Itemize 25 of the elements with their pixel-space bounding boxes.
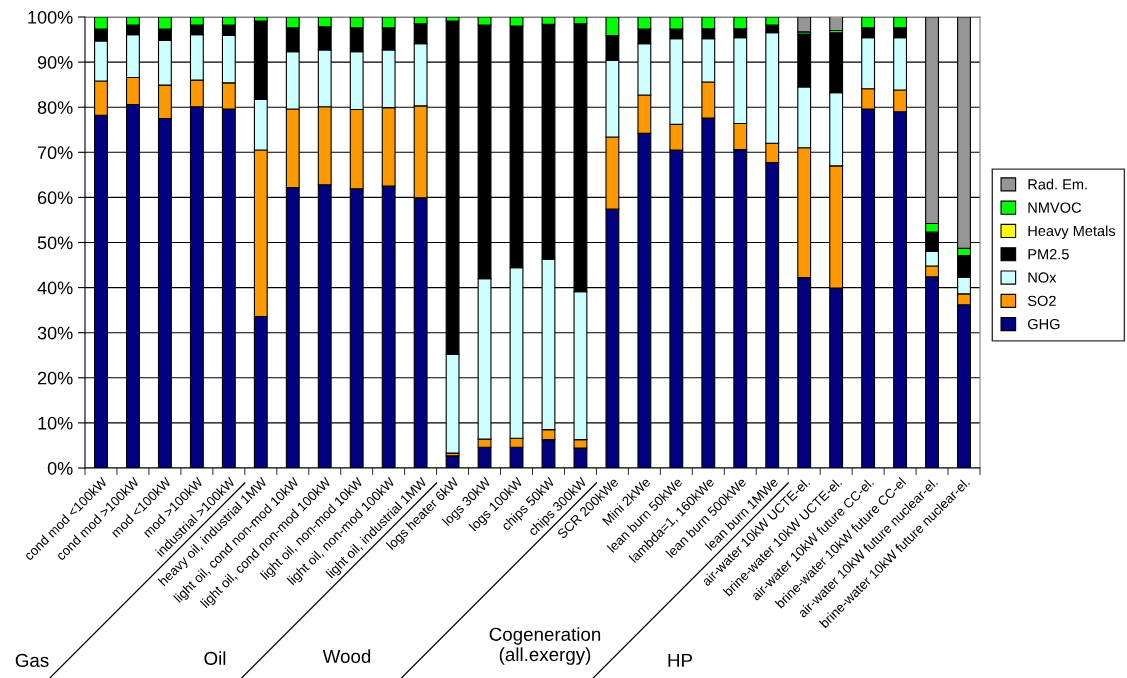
text: Cogeneration (all.exergy) xyxy=(489,627,601,665)
bar xyxy=(829,17,844,32)
legend-label: Heavy Metals xyxy=(1028,225,1116,239)
text: HP xyxy=(668,653,693,667)
y-tick-label: 10% xyxy=(38,416,73,430)
text: Oil xyxy=(204,651,226,666)
y-tick-label: 20% xyxy=(37,371,73,385)
y-tick-label: 90% xyxy=(37,56,73,69)
text: Gas xyxy=(15,653,49,668)
y-tick-label: 40% xyxy=(37,281,73,295)
y-tick-label: 0% xyxy=(47,461,73,475)
y-tick-label: 50% xyxy=(37,236,73,250)
legend-label: SO2 xyxy=(1027,295,1056,306)
bar xyxy=(797,17,812,33)
legend-label: PM2.5 xyxy=(1028,249,1069,260)
legend-label: NOx xyxy=(1028,272,1057,283)
text: Wood xyxy=(322,649,371,664)
legend-label: NMVOC xyxy=(1028,202,1082,213)
y-tick-label: 60% xyxy=(37,191,73,205)
legend-label: GHG xyxy=(1028,318,1060,330)
y-tick-label: 80% xyxy=(37,101,73,114)
y-tick-label: 30% xyxy=(37,326,73,340)
y-tick-label: 70% xyxy=(37,146,73,160)
y-tick-label: 100% xyxy=(28,10,73,24)
legend-label: Rad. Em. xyxy=(1028,178,1087,190)
